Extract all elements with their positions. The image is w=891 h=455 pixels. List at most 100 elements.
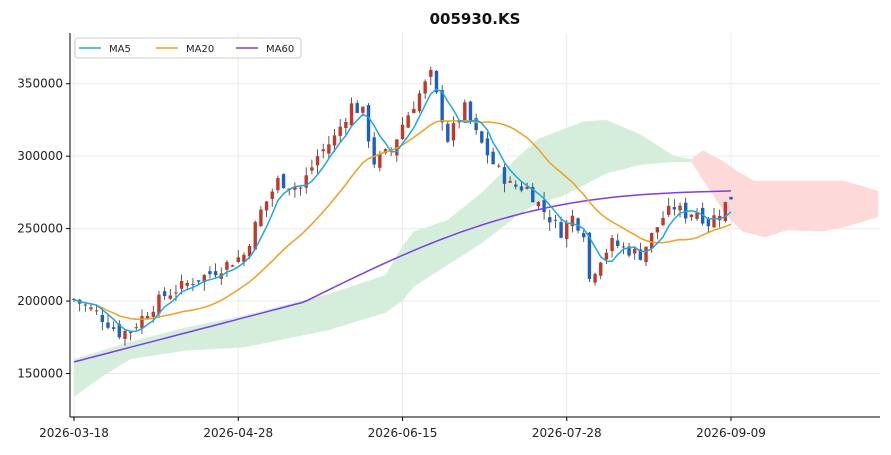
candle-68 (457, 120, 461, 129)
candle-91 (587, 232, 592, 283)
candle-body-32 (253, 221, 257, 250)
candle-body-35 (270, 191, 274, 199)
candle-52 (366, 103, 371, 148)
x-tick-label-3: 2026-07-28 (532, 426, 602, 440)
candle-11 (134, 323, 139, 331)
candle-29 (236, 250, 240, 264)
ma5-line (73, 88, 732, 333)
candle-body-64 (434, 70, 439, 93)
candle-body-70 (468, 101, 473, 121)
candle-body-82 (536, 201, 541, 207)
candle-44 (321, 143, 325, 159)
candle-body-22 (196, 280, 201, 282)
candle-47 (338, 119, 342, 143)
candle-77 (508, 176, 512, 184)
chart-title: 005930.KS (430, 10, 521, 28)
candle-20 (185, 280, 189, 289)
candle-body-106 (672, 207, 677, 210)
ma60-line (73, 190, 732, 363)
candle-92 (593, 272, 597, 286)
candle-body-11 (134, 327, 139, 329)
candle-body-76 (502, 167, 507, 184)
candle-body-53 (372, 137, 376, 165)
candle-40 (298, 186, 303, 196)
candle-body-0 (72, 299, 76, 301)
candle-body-31 (247, 245, 252, 257)
candle-body-9 (123, 330, 127, 339)
candle-76 (502, 164, 507, 193)
candle-body-6 (106, 322, 110, 328)
candle-5 (100, 306, 105, 331)
legend: MA5 MA20 MA60 (74, 37, 302, 59)
y-tick-label-3: 300000 (17, 149, 63, 163)
candle-body-16 (162, 291, 167, 297)
candle-27 (225, 260, 229, 277)
candle-body-48 (344, 121, 348, 129)
x-tick-label-1: 2026-04-28 (203, 426, 273, 440)
candle-body-10 (128, 331, 133, 333)
candle-body-95 (610, 238, 614, 252)
candle-body-79 (519, 186, 524, 191)
candle-body-61 (417, 93, 422, 112)
candle-79 (519, 181, 524, 193)
candle-body-63 (429, 69, 433, 77)
candle-body-105 (666, 205, 671, 215)
candle-body-97 (621, 246, 626, 248)
candle-body-51 (361, 106, 365, 113)
candle-110 (695, 208, 699, 221)
candle-body-73 (485, 138, 490, 156)
candle-72 (480, 130, 484, 144)
candle-16 (162, 287, 167, 300)
candle-body-30 (242, 254, 246, 262)
candle-46 (332, 128, 337, 153)
candle-body-81 (531, 187, 535, 203)
candle-body-101 (644, 246, 648, 263)
candle-116 (729, 196, 733, 200)
candle-body-104 (661, 217, 665, 226)
candle-body-52 (366, 105, 371, 142)
candle-73 (485, 131, 490, 164)
candle-body-86 (559, 222, 563, 238)
candle-71 (474, 113, 478, 135)
candle-103 (655, 227, 660, 240)
candle-32 (253, 220, 257, 250)
candle-body-78 (514, 184, 518, 187)
candle-body-71 (474, 118, 478, 131)
candle-body-34 (264, 201, 269, 211)
candle-body-83 (542, 200, 546, 213)
candle-body-91 (587, 232, 592, 279)
candle-body-96 (616, 240, 620, 246)
candle-48 (344, 117, 348, 137)
candle-body-60 (412, 108, 416, 114)
candle-58 (400, 117, 405, 140)
candle-39 (293, 182, 297, 198)
candle-body-20 (185, 282, 189, 286)
candle-body-88 (570, 215, 575, 227)
candle-115 (723, 201, 728, 223)
candle-62 (423, 79, 427, 99)
candle-17 (168, 288, 172, 300)
candle-body-18 (174, 292, 178, 294)
candle-body-25 (213, 271, 218, 276)
y-tick-label-0: 150000 (17, 367, 63, 381)
candle-body-36 (276, 177, 280, 191)
candle-33 (259, 206, 263, 228)
candle-body-29 (236, 257, 240, 262)
candle-98 (627, 242, 631, 258)
candle-107 (678, 202, 682, 218)
candle-82 (536, 201, 541, 210)
candle-93 (599, 261, 603, 280)
candle-body-102 (650, 232, 654, 249)
candle-2 (83, 302, 88, 312)
candle-body-75 (497, 165, 501, 167)
candle-body-42 (310, 167, 314, 171)
candle-body-112 (706, 218, 711, 227)
candle-19 (179, 274, 184, 295)
candle-75 (497, 163, 501, 168)
candle-9 (123, 329, 127, 346)
candle-10 (128, 331, 133, 341)
candle-45 (327, 135, 331, 159)
candle-body-2 (83, 304, 88, 306)
candle-body-24 (208, 271, 212, 275)
candle-85 (553, 214, 558, 229)
